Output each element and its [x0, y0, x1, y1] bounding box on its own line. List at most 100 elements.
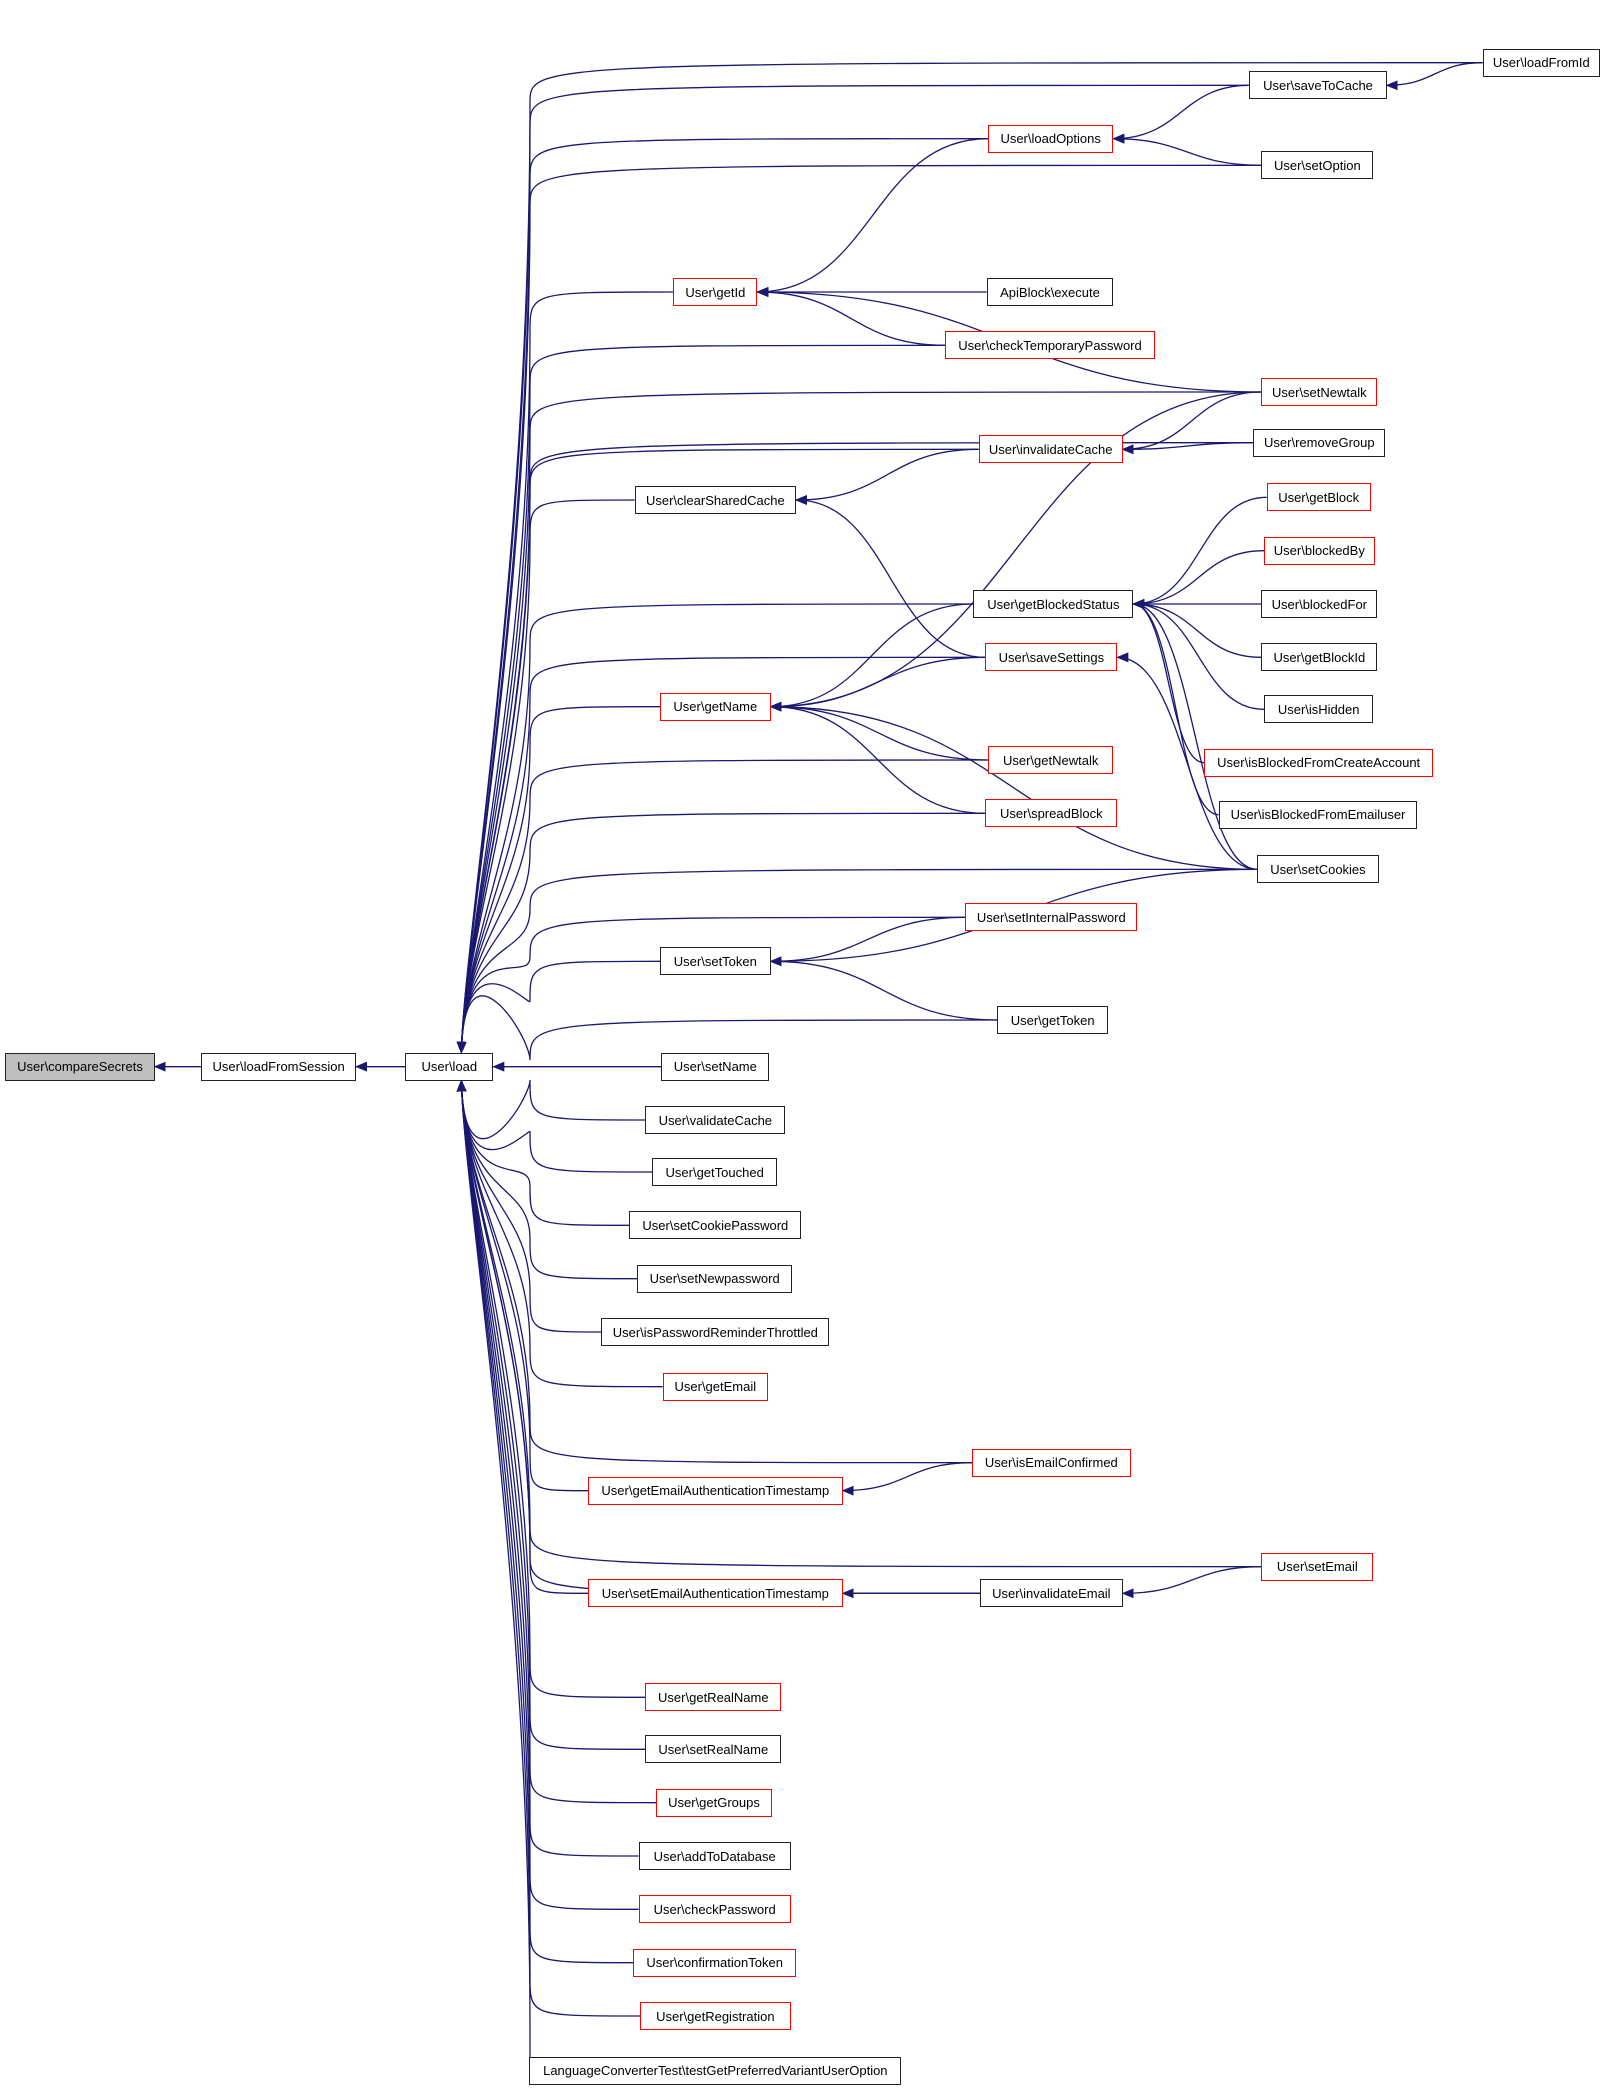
- node-get-real-name[interactable]: User\getRealName: [645, 1683, 782, 1712]
- node-set-token[interactable]: User\setToken: [660, 947, 771, 976]
- node-set-cookie-password[interactable]: User\setCookiePassword: [629, 1211, 802, 1240]
- node-invalidate-email[interactable]: User\invalidateEmail: [980, 1579, 1123, 1608]
- edge-setOption-to-load: [456, 164, 1262, 1054]
- node-get-registration[interactable]: User\getRegistration: [640, 2002, 791, 2030]
- node-set-email-authentication-timestamp[interactable]: User\setEmailAuthenticationTimestamp: [588, 1579, 843, 1608]
- edge-getBlock-to-getBlockedStatus: [1132, 496, 1267, 609]
- node-remove-group[interactable]: User\removeGroup: [1253, 428, 1386, 457]
- node-spread-block[interactable]: User\spreadBlock: [985, 799, 1118, 828]
- edge-isEmailConfirmed-to-load: [456, 1079, 973, 1464]
- edge-saveSettings-to-clearSharedCache: [795, 495, 986, 658]
- edge-setRealName-to-load: [456, 1079, 646, 1750]
- node-set-cookies[interactable]: User\setCookies: [1257, 855, 1379, 884]
- edge-validateCache-to-load: [456, 1079, 646, 1140]
- edge-setCookies-to-getBlockedStatus: [1132, 599, 1258, 870]
- edge-setCookies-to-load: [456, 868, 1258, 1054]
- edge-saveToCache-to-loadOptions: [1112, 84, 1250, 144]
- node-load[interactable]: User\load: [405, 1052, 494, 1081]
- node-set-email[interactable]: User\setEmail: [1261, 1552, 1374, 1581]
- edge-setInternalPassword-to-load: [456, 916, 966, 1054]
- edge-setCookies-to-saveSettings: [1116, 652, 1258, 870]
- edge-isBlockedFromEmailuser-to-getBlockedStatus: [1132, 599, 1219, 816]
- edge-setNewtalk-to-invalidateCache: [1121, 391, 1262, 455]
- edge-getId-to-load: [456, 291, 674, 1054]
- node-set-real-name[interactable]: User\setRealName: [645, 1735, 782, 1764]
- node-get-block-id[interactable]: User\getBlockId: [1261, 643, 1378, 672]
- node-validate-cache[interactable]: User\validateCache: [645, 1106, 786, 1134]
- node-get-token[interactable]: User\getToken: [997, 1006, 1108, 1034]
- edge-getToken-to-setToken: [769, 956, 998, 1021]
- node-load-from-id[interactable]: User\loadFromId: [1482, 48, 1600, 77]
- edge-setCookies-to-getName: [769, 701, 1258, 870]
- node-save-to-cache[interactable]: User\saveToCache: [1249, 71, 1387, 100]
- edge-setToken-to-load: [456, 960, 661, 1054]
- node-invalidate-cache[interactable]: User\invalidateCache: [978, 435, 1123, 464]
- edge-clearSharedCache-to-load: [456, 499, 635, 1054]
- node-get-id[interactable]: User\getId: [673, 278, 758, 306]
- node-lang-test[interactable]: LanguageConverterTest\testGetPreferredVa…: [529, 2056, 902, 2085]
- edge-langTest-to-load: [456, 1079, 531, 2072]
- node-get-email-authentication-timestamp[interactable]: User\getEmailAuthenticationTimestamp: [588, 1476, 843, 1505]
- node-set-internal-password[interactable]: User\setInternalPassword: [965, 903, 1138, 932]
- node-confirmation-token[interactable]: User\confirmationToken: [633, 1948, 796, 1977]
- edge-getName-to-load: [456, 706, 661, 1054]
- edge-spreadBlock-to-load: [456, 812, 986, 1054]
- edge-setNewtalk-to-load: [456, 391, 1262, 1054]
- node-blocked-for[interactable]: User\blockedFor: [1261, 590, 1378, 618]
- edge-setCookiePassword-to-load: [456, 1079, 630, 1226]
- edge-getTouched-to-load: [456, 1079, 653, 1173]
- node-is-hidden[interactable]: User\isHidden: [1264, 695, 1374, 724]
- node-get-blocked-status[interactable]: User\getBlockedStatus: [973, 590, 1134, 618]
- edge-removeGroup-to-load: [456, 442, 1254, 1054]
- edge-setEmail-to-load: [456, 1079, 1262, 1568]
- node-add-to-database[interactable]: User\addToDatabase: [638, 1842, 791, 1870]
- edge-isEmailConfirmed-to-getEmailAuthenticationTimestamp: [841, 1462, 973, 1496]
- node-set-newpassword[interactable]: User\setNewpassword: [637, 1264, 792, 1293]
- node-get-touched[interactable]: User\getTouched: [652, 1158, 778, 1186]
- node-get-newtalk[interactable]: User\getNewtalk: [988, 746, 1114, 774]
- node-is-blocked-from-create-account[interactable]: User\isBlockedFromCreateAccount: [1204, 748, 1434, 777]
- edge-saveSettings-to-getName: [769, 656, 986, 712]
- node-is-password-reminder-throttled[interactable]: User\isPasswordReminderThrottled: [601, 1318, 830, 1346]
- edge-isPasswordReminderThrottled-to-load: [456, 1079, 602, 1333]
- node-set-option[interactable]: User\setOption: [1261, 151, 1374, 180]
- edge-getEmailAuthenticationTimestamp-to-load: [456, 1079, 589, 1492]
- edge-setNewpassword-to-load: [456, 1079, 638, 1280]
- node-save-settings[interactable]: User\saveSettings: [985, 643, 1118, 672]
- node-get-email[interactable]: User\getEmail: [662, 1372, 768, 1401]
- node-blocked-by[interactable]: User\blockedBy: [1264, 536, 1375, 565]
- node-load-from-session[interactable]: User\loadFromSession: [201, 1052, 356, 1081]
- edge-getBlockId-to-getBlockedStatus: [1132, 599, 1262, 658]
- node-compare-secrets[interactable]: User\compareSecrets: [5, 1052, 155, 1081]
- edge-getToken-to-load: [456, 995, 998, 1061]
- edge-loadFromId-to-saveToCache: [1385, 62, 1483, 91]
- edge-isHidden-to-getBlockedStatus: [1132, 599, 1265, 710]
- edge-setEmail-to-invalidateEmail: [1121, 1566, 1262, 1599]
- edge-checkTemporaryPassword-to-getId: [756, 287, 946, 346]
- node-get-groups[interactable]: User\getGroups: [656, 1788, 772, 1817]
- node-check-password[interactable]: User\checkPassword: [638, 1895, 791, 1924]
- edge-getNewtalk-to-load: [456, 759, 989, 1054]
- edge-loadOptions-to-getId: [756, 138, 989, 297]
- node-check-temporary-password[interactable]: User\checkTemporaryPassword: [945, 331, 1155, 360]
- edge-removeGroup-to-invalidateCache: [1121, 442, 1254, 455]
- node-load-options[interactable]: User\loadOptions: [988, 124, 1114, 153]
- edge-loadOptions-to-load: [456, 138, 989, 1054]
- node-set-name[interactable]: User\setName: [661, 1052, 770, 1081]
- node-clear-shared-cache[interactable]: User\clearSharedCache: [634, 486, 796, 514]
- edge-getNewtalk-to-getName: [769, 701, 989, 761]
- edge-saveSettings-to-load: [456, 656, 986, 1054]
- node-get-block[interactable]: User\getBlock: [1266, 483, 1371, 512]
- node-is-email-confirmed[interactable]: User\isEmailConfirmed: [972, 1448, 1131, 1477]
- edge-getEmail-to-load: [456, 1079, 663, 1388]
- node-api-execute[interactable]: ApiBlock\execute: [986, 278, 1114, 306]
- node-set-newtalk[interactable]: User\setNewtalk: [1261, 378, 1378, 406]
- edge-getBlockedStatus-to-getName: [769, 603, 974, 712]
- edge-invalidateCache-to-clearSharedCache: [795, 448, 979, 505]
- node-get-name[interactable]: User\getName: [660, 692, 771, 721]
- edge-getBlockedStatus-to-load: [456, 603, 974, 1054]
- node-is-blocked-from-emailuser[interactable]: User\isBlockedFromEmailuser: [1218, 800, 1418, 829]
- edge-spreadBlock-to-getName: [769, 701, 986, 814]
